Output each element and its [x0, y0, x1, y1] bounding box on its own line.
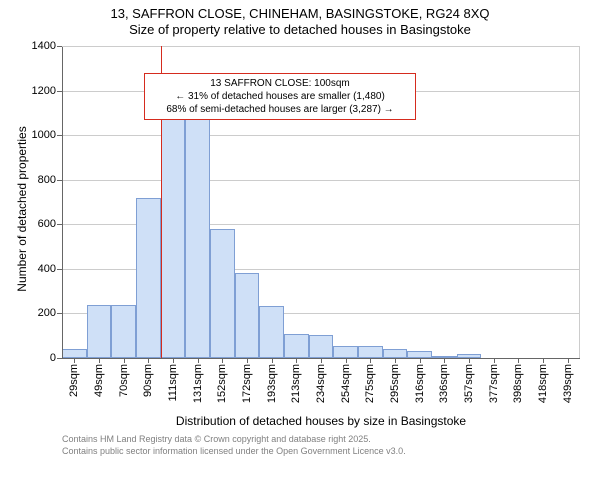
histogram-bar: [87, 305, 112, 358]
chart-container: 020040060080010001200140029sqm49sqm70sqm…: [0, 42, 600, 447]
footnote-line-2: Contains public sector information licen…: [62, 446, 406, 458]
x-tick-label: 49sqm: [93, 364, 105, 397]
x-tick-label: 377sqm: [488, 364, 500, 403]
x-tick-label: 213sqm: [290, 364, 302, 403]
plot-area: 020040060080010001200140029sqm49sqm70sqm…: [62, 46, 580, 358]
histogram-bar: [358, 346, 383, 358]
x-tick-label: 29sqm: [68, 364, 80, 397]
histogram-bar: [161, 105, 186, 358]
x-tick-label: 275sqm: [364, 364, 376, 403]
annotation-line-1: 13 SAFFRON CLOSE: 100sqm: [151, 77, 409, 90]
x-axis-label: Distribution of detached houses by size …: [62, 414, 580, 428]
annotation-box: 13 SAFFRON CLOSE: 100sqm← 31% of detache…: [144, 73, 416, 120]
histogram-bar: [62, 349, 87, 358]
x-tick-label: 398sqm: [512, 364, 524, 403]
x-tick-label: 70sqm: [118, 364, 130, 397]
x-tick-label: 193sqm: [266, 364, 278, 403]
histogram-bar: [210, 229, 235, 358]
histogram-bar: [333, 346, 358, 358]
top-axis-line: [62, 46, 580, 47]
histogram-bar: [383, 349, 408, 358]
y-axis-line: [62, 46, 63, 358]
histogram-bar: [111, 305, 136, 358]
x-tick-label: 439sqm: [562, 364, 574, 403]
x-tick-label: 172sqm: [241, 364, 253, 403]
x-tick-label: 90sqm: [142, 364, 154, 397]
x-axis-line: [62, 358, 580, 359]
x-tick-label: 152sqm: [216, 364, 228, 403]
chart-title-block: 13, SAFFRON CLOSE, CHINEHAM, BASINGSTOKE…: [0, 0, 600, 39]
x-tick-label: 234sqm: [315, 364, 327, 403]
x-tick-label: 131sqm: [192, 364, 204, 403]
x-tick-label: 336sqm: [438, 364, 450, 403]
histogram-bar: [136, 198, 161, 358]
title-line-2: Size of property relative to detached ho…: [0, 22, 600, 38]
annotation-line-3: 68% of semi-detached houses are larger (…: [151, 103, 409, 116]
footnote-line-1: Contains HM Land Registry data © Crown c…: [62, 434, 406, 446]
y-tick-label: 200: [16, 307, 62, 319]
gridline: [62, 180, 580, 181]
y-tick-label: 1400: [16, 40, 62, 52]
x-tick-label: 254sqm: [340, 364, 352, 403]
annotation-line-2: ← 31% of detached houses are smaller (1,…: [151, 90, 409, 103]
x-tick-label: 418sqm: [537, 364, 549, 403]
gridline: [62, 135, 580, 136]
x-tick-label: 111sqm: [167, 364, 179, 402]
y-tick-label: 1200: [16, 85, 62, 97]
histogram-bar: [407, 351, 432, 358]
histogram-bar: [309, 335, 334, 358]
histogram-bar: [235, 273, 260, 358]
y-tick-label: 0: [16, 352, 62, 364]
histogram-bar: [185, 104, 210, 358]
x-tick-label: 357sqm: [463, 364, 475, 403]
y-axis-label: Number of detached properties: [15, 109, 29, 309]
x-tick-label: 295sqm: [389, 364, 401, 403]
footnote: Contains HM Land Registry data © Crown c…: [62, 434, 406, 457]
right-axis-line: [579, 46, 580, 358]
title-line-1: 13, SAFFRON CLOSE, CHINEHAM, BASINGSTOKE…: [0, 6, 600, 22]
x-tick-label: 316sqm: [414, 364, 426, 403]
histogram-bar: [259, 306, 284, 358]
histogram-bar: [284, 334, 309, 359]
